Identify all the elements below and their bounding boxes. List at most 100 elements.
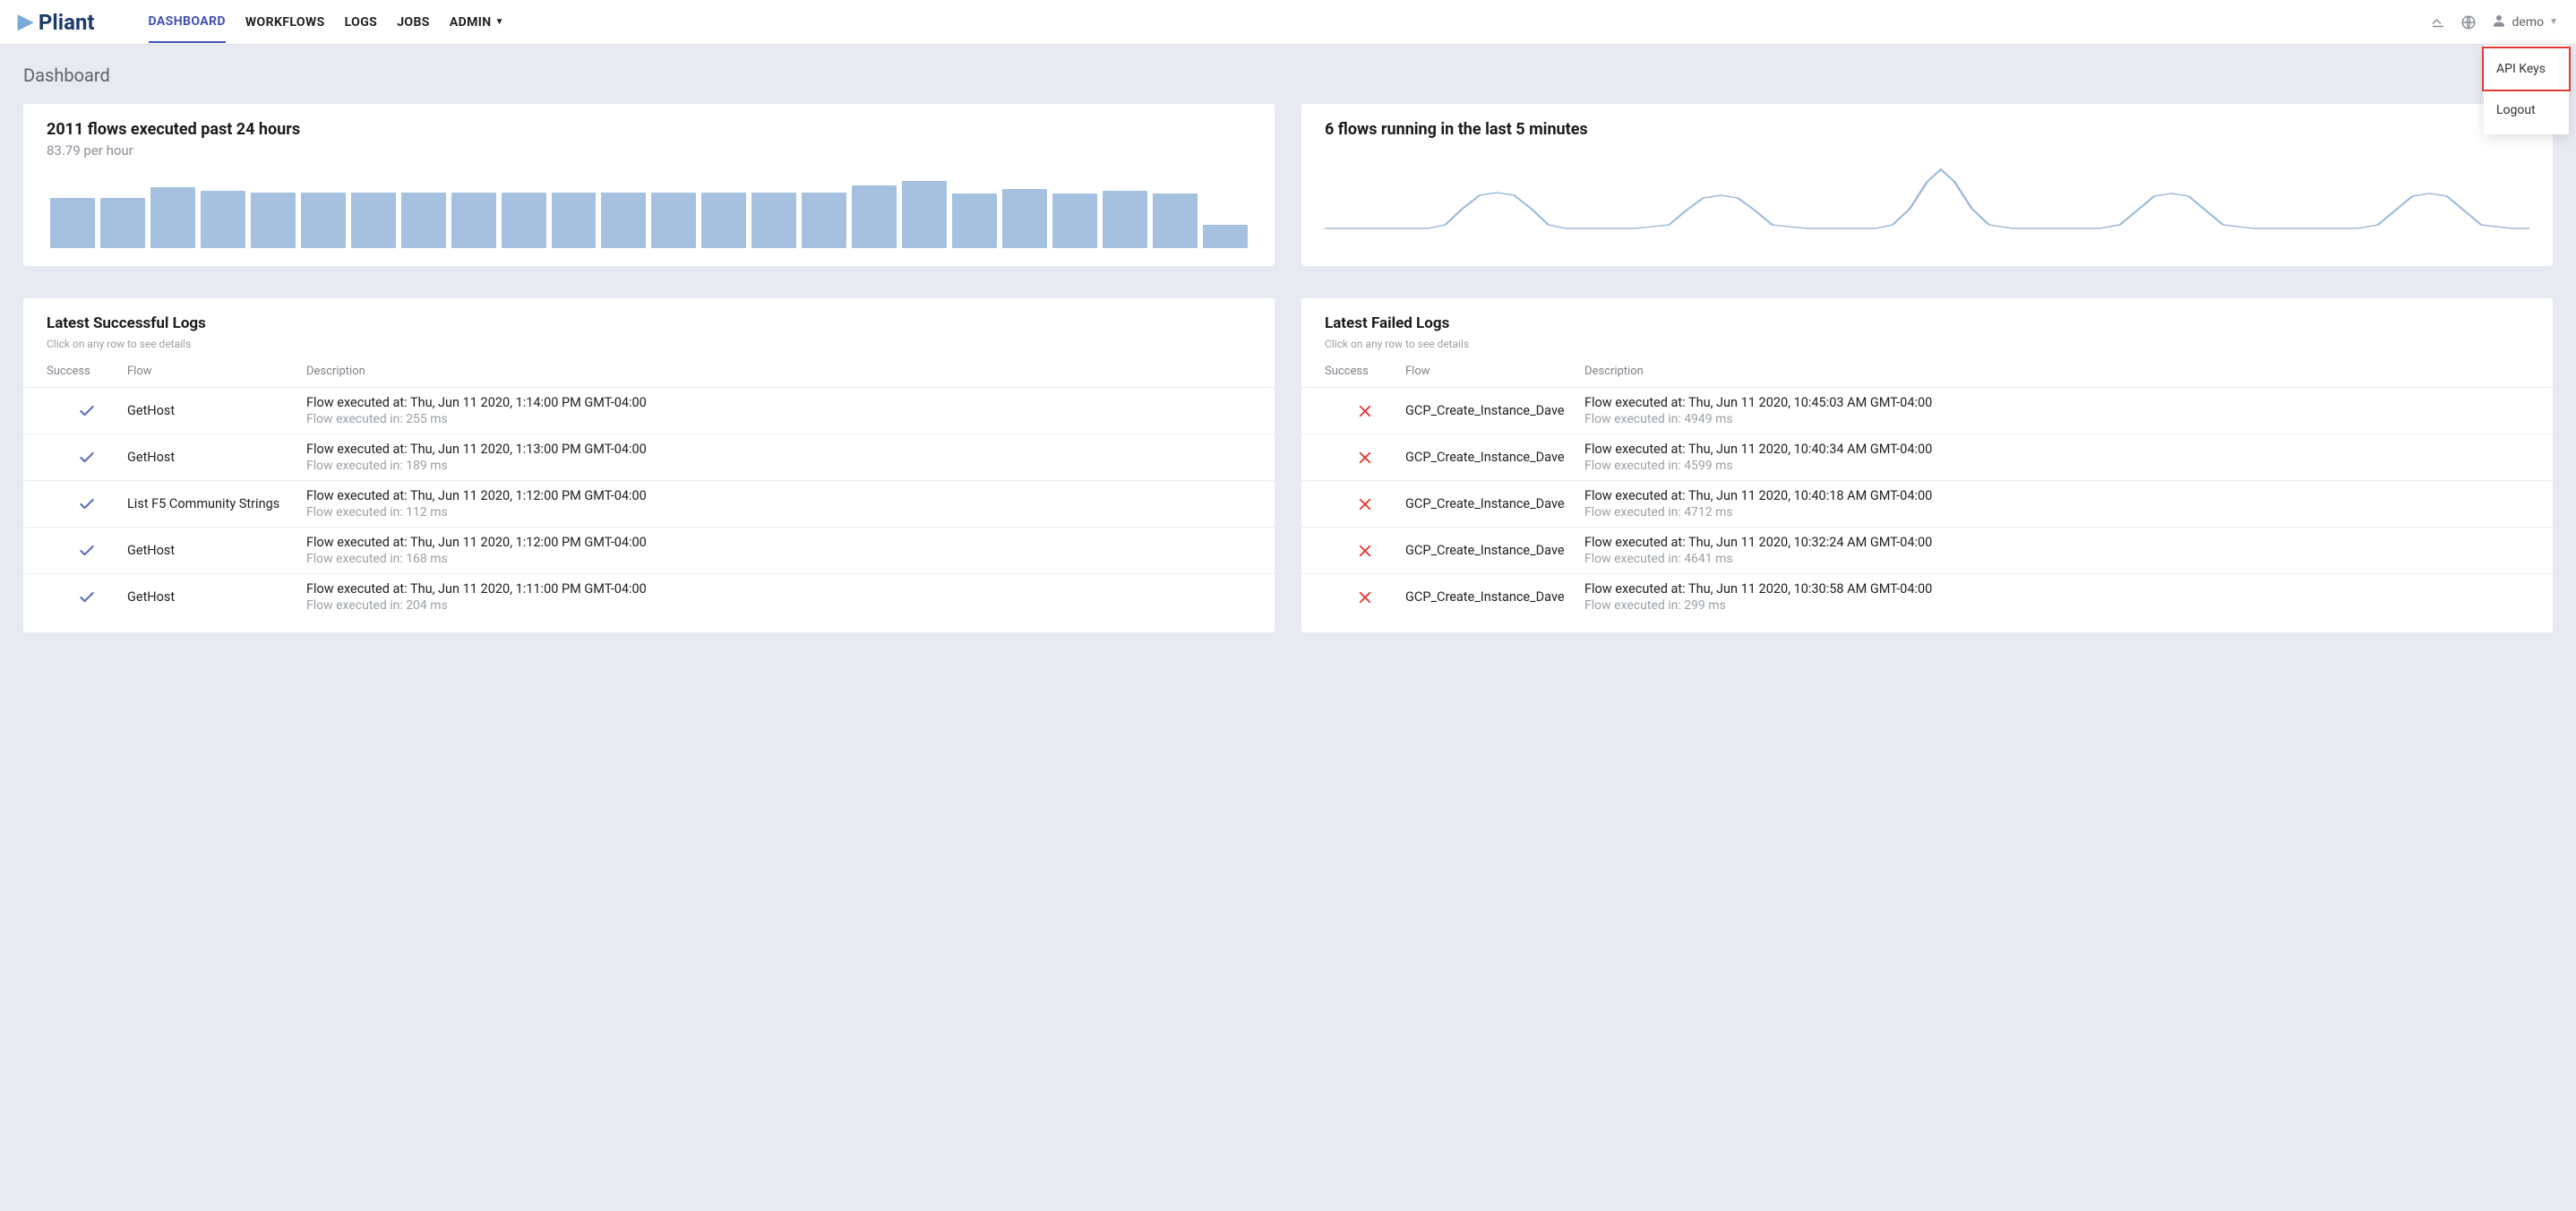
- bar: [552, 193, 597, 248]
- log-executed-in: Flow executed in: 4712 ms: [1584, 505, 2529, 520]
- check-icon: [47, 449, 127, 467]
- user-menu-toggle[interactable]: demo ▼: [2491, 13, 2559, 32]
- nav-jobs[interactable]: JOBS: [397, 3, 430, 42]
- menu-item-api-keys[interactable]: API Keys: [2482, 47, 2571, 91]
- page-title: Dashboard: [23, 64, 2553, 86]
- brand-logo[interactable]: ▶ Pliant: [18, 10, 95, 35]
- bar: [902, 181, 947, 248]
- log-row[interactable]: GCP_Create_Instance_DaveFlow executed at…: [1301, 480, 2553, 527]
- log-description: Flow executed at: Thu, Jun 11 2020, 1:11…: [306, 581, 1251, 613]
- success-logs-title: Latest Successful Logs: [47, 314, 1251, 332]
- failed-logs-table: Success Flow Description GCP_Create_Inst…: [1301, 365, 2553, 620]
- log-row[interactable]: GCP_Create_Instance_DaveFlow executed at…: [1301, 387, 2553, 434]
- col-flow: Flow: [1405, 365, 1584, 378]
- bar: [1203, 225, 1248, 248]
- check-icon: [47, 402, 127, 420]
- bar: [802, 193, 846, 248]
- failed-logs-title: Latest Failed Logs: [1325, 314, 2529, 332]
- log-flow-name: GCP_Create_Instance_Dave: [1405, 450, 1584, 465]
- chevron-down-icon: ▼: [2549, 17, 2558, 27]
- success-logs-card: Latest Successful Logs Click on any row …: [23, 298, 1275, 632]
- log-row[interactable]: GetHostFlow executed at: Thu, Jun 11 202…: [23, 434, 1275, 480]
- log-flow-name: List F5 Community Strings: [127, 496, 306, 511]
- user-dropdown: API KeysLogout: [2484, 45, 2569, 134]
- log-description: Flow executed at: Thu, Jun 11 2020, 10:4…: [1584, 488, 2529, 520]
- log-row[interactable]: GetHostFlow executed at: Thu, Jun 11 202…: [23, 573, 1275, 620]
- logs-row: Latest Successful Logs Click on any row …: [23, 298, 2553, 632]
- log-flow-name: GetHost: [127, 403, 306, 418]
- bar: [150, 187, 195, 248]
- nav-workflows[interactable]: WORKFLOWS: [245, 3, 325, 42]
- log-row[interactable]: GCP_Create_Instance_DaveFlow executed at…: [1301, 527, 2553, 573]
- log-description: Flow executed at: Thu, Jun 11 2020, 10:4…: [1584, 442, 2529, 473]
- col-description: Description: [1584, 365, 2529, 378]
- log-flow-name: GCP_Create_Instance_Dave: [1405, 403, 1584, 418]
- log-executed-at: Flow executed at: Thu, Jun 11 2020, 1:11…: [306, 581, 1251, 597]
- log-description: Flow executed at: Thu, Jun 11 2020, 10:3…: [1584, 581, 2529, 613]
- top-navbar: ▶ Pliant DASHBOARD WORKFLOWS LOGS JOBS ADMIN…: [0, 0, 2576, 45]
- format-icon[interactable]: [2430, 14, 2446, 30]
- success-logs-hint: Click on any row to see details: [47, 338, 1251, 350]
- nav-admin[interactable]: ADMIN▼: [450, 3, 504, 42]
- cross-icon: [1325, 589, 1405, 606]
- log-row[interactable]: GetHostFlow executed at: Thu, Jun 11 202…: [23, 387, 1275, 434]
- log-executed-at: Flow executed at: Thu, Jun 11 2020, 1:12…: [306, 488, 1251, 503]
- cross-icon: [1325, 543, 1405, 559]
- log-executed-at: Flow executed at: Thu, Jun 11 2020, 10:4…: [1584, 488, 2529, 503]
- log-row[interactable]: GetHostFlow executed at: Thu, Jun 11 202…: [23, 527, 1275, 573]
- nav-links: DASHBOARD WORKFLOWS LOGS JOBS ADMIN▼: [149, 2, 504, 43]
- flows-executed-card: 2011 flows executed past 24 hours 83.79 …: [23, 104, 1275, 266]
- nav-logs[interactable]: LOGS: [345, 3, 378, 42]
- bar: [201, 191, 245, 248]
- bar: [852, 185, 897, 248]
- check-icon: [47, 542, 127, 560]
- log-description: Flow executed at: Thu, Jun 11 2020, 1:12…: [306, 488, 1251, 520]
- bar: [751, 193, 796, 248]
- log-executed-in: Flow executed in: 299 ms: [1584, 598, 2529, 613]
- log-executed-in: Flow executed in: 4641 ms: [1584, 552, 2529, 566]
- bar: [251, 193, 296, 248]
- failed-logs-card: Latest Failed Logs Click on any row to s…: [1301, 298, 2553, 632]
- cross-icon: [1325, 496, 1405, 512]
- success-logs-table: Success Flow Description GetHostFlow exe…: [23, 365, 1275, 620]
- chevron-down-icon: ▼: [495, 17, 504, 27]
- log-description: Flow executed at: Thu, Jun 11 2020, 1:13…: [306, 442, 1251, 473]
- log-executed-at: Flow executed at: Thu, Jun 11 2020, 10:3…: [1584, 535, 2529, 550]
- failed-logs-head: Success Flow Description: [1301, 365, 2553, 387]
- bar: [50, 198, 95, 248]
- page-content: Dashboard 2011 flows executed past 24 ho…: [0, 45, 2576, 652]
- bar: [1103, 191, 1147, 248]
- flows-card-subtitle: 83.79 per hour: [47, 142, 1251, 159]
- flows-card-title: 2011 flows executed past 24 hours: [47, 120, 1251, 139]
- bar: [301, 193, 346, 248]
- log-row[interactable]: GCP_Create_Instance_DaveFlow executed at…: [1301, 573, 2553, 620]
- log-flow-name: GetHost: [127, 543, 306, 558]
- bar: [401, 193, 446, 248]
- running-line-chart: [1325, 164, 2529, 236]
- bar: [502, 193, 546, 248]
- log-flow-name: GCP_Create_Instance_Dave: [1405, 589, 1584, 605]
- user-name: demo: [2512, 15, 2545, 30]
- line-path: [1325, 169, 2529, 228]
- log-executed-in: Flow executed in: 255 ms: [306, 412, 1251, 426]
- log-row[interactable]: List F5 Community StringsFlow executed a…: [23, 480, 1275, 527]
- nav-dashboard[interactable]: DASHBOARD: [149, 2, 226, 43]
- log-executed-in: Flow executed in: 204 ms: [306, 598, 1251, 613]
- log-row[interactable]: GCP_Create_Instance_DaveFlow executed at…: [1301, 434, 2553, 480]
- log-executed-at: Flow executed at: Thu, Jun 11 2020, 1:12…: [306, 535, 1251, 550]
- cross-icon: [1325, 403, 1405, 419]
- col-success: Success: [1325, 365, 1405, 378]
- log-flow-name: GetHost: [127, 589, 306, 605]
- bar: [451, 193, 496, 248]
- bar: [1002, 189, 1047, 248]
- log-flow-name: GCP_Create_Instance_Dave: [1405, 496, 1584, 511]
- check-icon: [47, 495, 127, 513]
- col-description: Description: [306, 365, 1251, 378]
- globe-icon[interactable]: [2460, 14, 2477, 30]
- topbar-right: demo ▼: [2430, 13, 2559, 32]
- bar: [1052, 193, 1097, 248]
- log-flow-name: GCP_Create_Instance_Dave: [1405, 543, 1584, 558]
- running-card-title: 6 flows running in the last 5 minutes: [1325, 120, 2529, 139]
- menu-item-logout[interactable]: Logout: [2484, 90, 2569, 131]
- user-icon: [2491, 13, 2507, 32]
